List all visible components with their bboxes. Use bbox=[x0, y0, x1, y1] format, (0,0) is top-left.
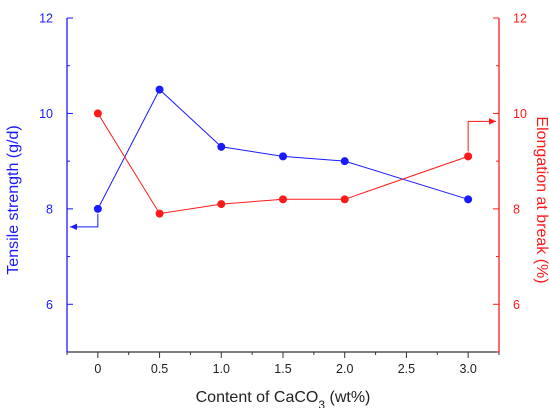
y-axis-title-right: Elongation at break (%) bbox=[533, 116, 549, 283]
labels: Tensile strength (g/d) Elongation at bre… bbox=[5, 116, 549, 408]
x-tick-label: 0.5 bbox=[151, 362, 168, 376]
series-2-point bbox=[155, 209, 164, 218]
x-tick-label: 2.0 bbox=[336, 362, 353, 376]
y-right-tick-label: 6 bbox=[513, 298, 520, 312]
y-right-tick-label: 8 bbox=[513, 202, 520, 216]
axis-indicator-arrow-2 bbox=[467, 120, 496, 152]
series-layer bbox=[93, 85, 473, 218]
series-1-point bbox=[464, 195, 473, 204]
x-tick-label: 3.0 bbox=[459, 362, 476, 376]
series-2-line bbox=[97, 113, 469, 215]
x-axis-title-main: Content of CaCO bbox=[196, 389, 319, 406]
x-tick-label: 0 bbox=[94, 362, 101, 376]
ticks: 6 8 10 12 6 8 10 12 0 0.5 1.0 1.5 2.0 2.5 3.0 bbox=[39, 12, 527, 377]
x-tick-label: 1.5 bbox=[274, 362, 291, 376]
x-axis-title: Content of CaCO3 (wt%) bbox=[196, 389, 371, 408]
y-axis-title-left: Tensile strength (g/d) bbox=[5, 125, 22, 274]
series-1-point bbox=[279, 152, 287, 161]
x-axis-title-suffix: (wt%) bbox=[325, 389, 370, 406]
axis-indicator-arrow-1 bbox=[70, 213, 99, 228]
y-left-tick-label: 10 bbox=[39, 107, 53, 121]
x-tick-label: 1.0 bbox=[213, 362, 230, 376]
y-left-tick-label: 12 bbox=[39, 12, 53, 26]
series-1-point bbox=[217, 142, 226, 151]
series-1-point bbox=[93, 204, 102, 213]
x-tick-label: 2.5 bbox=[398, 362, 415, 376]
series-2-point bbox=[217, 200, 226, 209]
y-left-tick-label: 6 bbox=[46, 298, 53, 312]
x-axis-title-subscript: 3 bbox=[318, 398, 325, 408]
y-right-tick-label: 10 bbox=[513, 107, 527, 121]
series-1-line bbox=[97, 88, 469, 210]
series-2-point bbox=[279, 195, 287, 204]
series-2-point bbox=[340, 195, 349, 204]
annotations bbox=[70, 118, 496, 231]
series-2-point bbox=[93, 109, 102, 118]
axis-indicator-arrowhead-2 bbox=[489, 118, 496, 125]
series-1-point bbox=[155, 85, 164, 94]
axis-indicator-arrowhead-1 bbox=[70, 223, 77, 231]
y-right-tick-label: 12 bbox=[513, 12, 527, 26]
y-left-tick-label: 8 bbox=[46, 202, 53, 216]
axes bbox=[66, 18, 500, 353]
series-2-point bbox=[464, 152, 473, 161]
series-1-point bbox=[340, 157, 349, 166]
